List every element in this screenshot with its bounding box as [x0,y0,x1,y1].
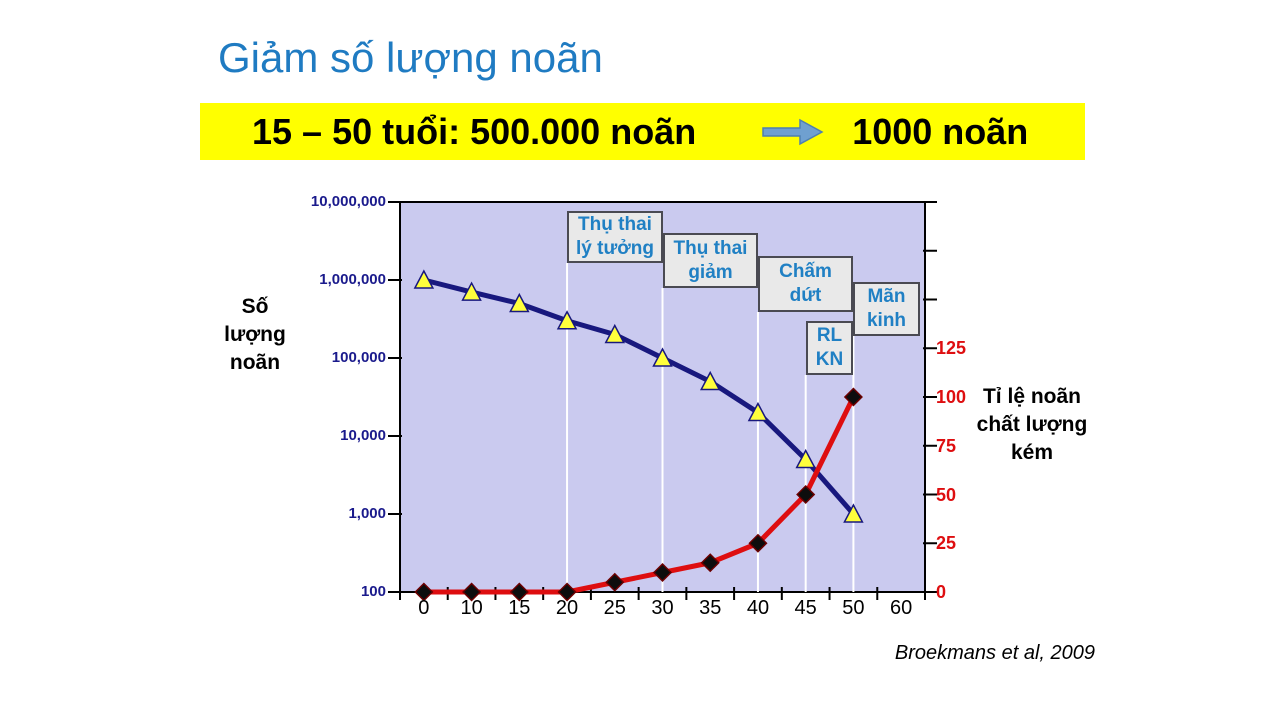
x-axis-tick-label: 10 [460,597,483,619]
x-axis-tick-label: 15 [508,597,531,619]
marker-diamond [748,533,768,553]
marker-triangle [747,401,769,422]
left-axis-tick-label: 100 [360,583,386,600]
annotation-box: Mãn kinh [853,282,920,336]
right-axis-tick-label: 125 [936,338,967,359]
marker-triangle [699,370,721,391]
x-axis-tick-label: 45 [794,597,817,619]
left-axis-title: Số lượng noãn [224,295,286,374]
x-axis-tick-label: 60 [890,597,913,619]
right-axis-title: Tỉ lệ noãn chất lượng kém [976,385,1088,464]
left-axis-tick-label: 1,000 [348,505,386,522]
marker-triangle [795,448,816,469]
follicle-decline-chart: Số lượng noãn Tỉ lệ noãn chất lượng kém … [224,190,1110,640]
citation-text: Broekmans et al, 2009 [894,642,1095,664]
marker-diamond [652,562,673,583]
banner-text-right: 1000 noãn [852,110,1029,152]
right-axis-tick-label: 25 [936,533,957,554]
slide-title: Giảm số lượng noãn [218,34,603,81]
marker-diamond [796,484,816,505]
marker-triangle [604,323,626,344]
x-axis-tick-label: 35 [699,597,722,619]
marker-diamond [462,582,482,602]
marker-triangle [652,347,673,367]
marker-diamond [700,553,720,573]
annotation-box: RL KN [806,321,853,375]
right-axis-tick-label: 100 [936,387,967,407]
left-axis-tick-label: 1,000,000 [319,271,386,288]
marker-diamond [509,582,529,602]
marker-triangle [556,310,578,330]
right-axis-tick-label: 75 [936,435,957,456]
right-axis-tick-label: 50 [936,484,957,505]
marker-diamond [843,387,863,407]
left-axis-tick-label: 100,000 [331,349,386,366]
annotation-box: Thụ thai lý tưởng [567,211,663,263]
x-axis-tick-label: 50 [842,597,865,619]
x-axis-tick-label: 40 [746,597,770,619]
left-axis-tick-label: 10,000 [340,427,386,444]
marker-triangle [509,292,530,313]
highlight-banner: 15 – 50 tuổi: 500.000 noãn 1000 noãn [200,103,1085,160]
arrow-right-icon [762,118,824,145]
annotation-box: Chấm dứt [758,256,853,312]
series-line-triangle [423,277,856,516]
marker-triangle [843,503,864,523]
marker-diamond [557,582,577,602]
x-axis-tick-label: 20 [555,597,579,619]
marker-triangle [413,269,435,289]
series-line-diamond [423,395,856,595]
marker-diamond [605,572,625,592]
right-axis-tick-label: 0 [936,582,947,602]
marker-triangle [461,281,482,301]
marker-diamond [414,582,434,602]
left-axis-tick-label: 10,000,000 [310,193,386,210]
banner-text-left: 15 – 50 tuổi: 500.000 noãn [252,110,697,152]
x-axis-tick-label: 0 [418,597,430,619]
x-axis-tick-label: 25 [603,597,626,619]
annotation-box: Thụ thai giảm [663,233,758,288]
x-axis-tick-label: 30 [651,597,674,619]
